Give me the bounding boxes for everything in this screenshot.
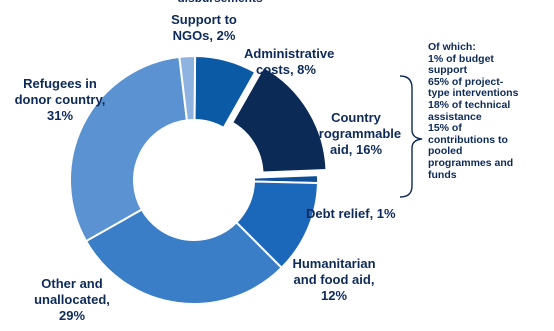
breakdown-note: Of which: 1% of budget support 65% of pr… [428, 41, 519, 181]
donut-slices [69, 54, 328, 305]
slice-6 [178, 54, 197, 122]
label-other-unallocated: Other and unallocated, 29% [34, 276, 110, 323]
label-refugees-donor-country: Refugees in donor country, 31% [14, 76, 106, 123]
slice-4 [84, 208, 284, 305]
breakdown-brace [399, 75, 423, 198]
truncated-title-text: disbursements [160, 0, 280, 5]
label-humanitarian-food-aid: Humanitarian and food aid, 12% [292, 256, 376, 303]
label-country-programmable-aid: Country programmable aid, 16% [310, 110, 402, 157]
slice-5 [69, 55, 189, 243]
slice-0 [193, 54, 257, 130]
slice-1 [230, 65, 328, 174]
label-support-to-ngos: Support to NGOs, 2% [171, 12, 237, 43]
label-administrative-costs: Administrative costs, 8% [244, 46, 335, 77]
label-debt-relief: Debt relief, 1% [306, 206, 396, 221]
